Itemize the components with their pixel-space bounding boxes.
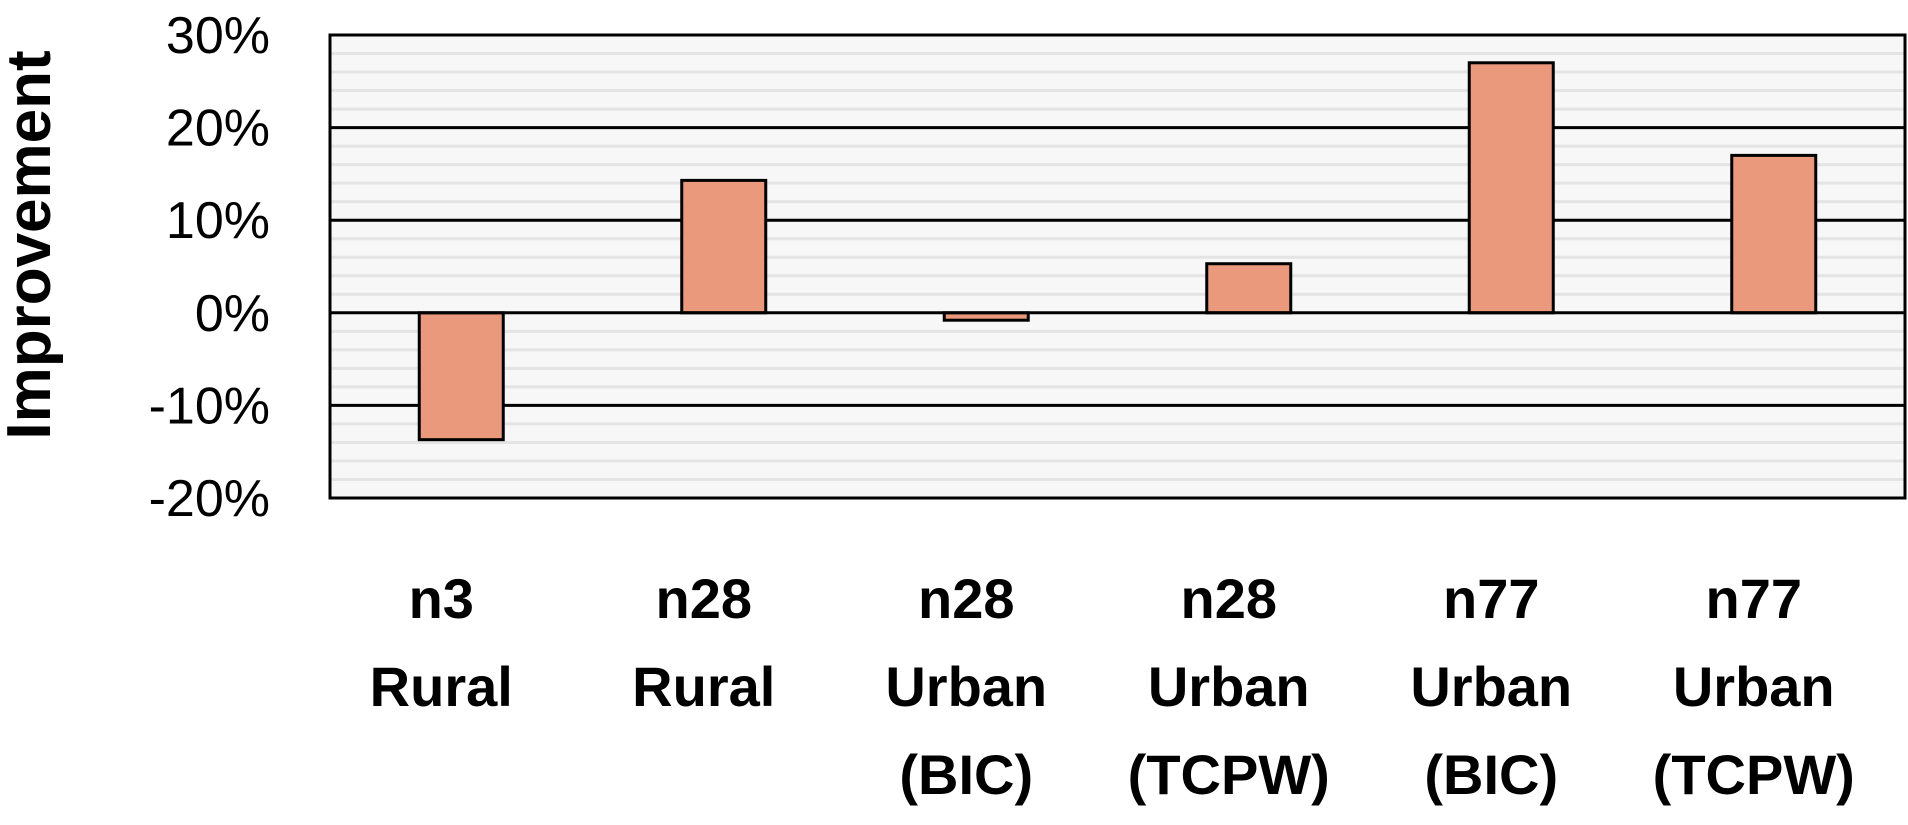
major-gridlines — [330, 126, 1905, 407]
x-category-label-line: Urban — [1410, 655, 1572, 718]
x-category-label-line: n77 — [1443, 567, 1540, 630]
x-category-label-line: Rural — [370, 655, 513, 718]
x-category-label: n3 Rural — [370, 567, 513, 718]
y-axis-title: Improvement — [0, 50, 64, 439]
x-category-label-line: Rural — [632, 655, 775, 718]
x-category-label-line: (BIC) — [899, 743, 1033, 806]
x-category-label-line: (BIC) — [1424, 743, 1558, 806]
y-tick-label: -20% — [149, 470, 270, 528]
x-category-label: n28 Urban (TCPW) — [1128, 567, 1330, 806]
x-category-label: n28 Rural — [632, 567, 775, 718]
bar — [1467, 61, 1555, 315]
plot-area — [330, 35, 1905, 498]
x-category-label-line: n28 — [1181, 567, 1278, 630]
x-category-label-line: n28 — [656, 567, 753, 630]
x-category-label-line: n77 — [1706, 567, 1803, 630]
bar — [1730, 153, 1818, 315]
bar — [417, 311, 505, 442]
y-tick-label: 20% — [166, 100, 270, 158]
x-category-label-line: (TCPW) — [1128, 743, 1330, 806]
x-category-label-line: n3 — [409, 567, 474, 630]
x-category-label: n28 Urban (BIC) — [885, 567, 1047, 806]
x-category-label-line: Urban — [1148, 655, 1310, 718]
plot-border — [328, 33, 1907, 500]
y-tick-labels: 30% 20% 10% 0% -10% -20% — [149, 7, 270, 528]
x-category-label-line: n28 — [918, 567, 1015, 630]
minor-gridlines — [330, 52, 1905, 481]
x-category-label-line: Urban — [885, 655, 1047, 718]
y-tick-label: -10% — [149, 377, 270, 435]
x-category-label-line: Urban — [1673, 655, 1835, 718]
x-category-label: n77 Urban (BIC) — [1410, 567, 1572, 806]
bar — [680, 178, 768, 315]
bar — [1205, 262, 1293, 315]
y-tick-label: 10% — [166, 192, 270, 250]
y-tick-label: 30% — [166, 7, 270, 65]
x-category-label: n77 Urban (TCPW) — [1653, 567, 1855, 806]
bars — [417, 61, 1818, 442]
x-category-labels: n3 Rural n28 Rural n28 Urban (BIC) n28 Urban (TCP… — [370, 567, 1855, 806]
plot-background — [330, 35, 1905, 498]
plot-frame — [328, 33, 1907, 500]
x-category-label-line: (TCPW) — [1653, 743, 1855, 806]
y-tick-label: 0% — [195, 285, 270, 343]
